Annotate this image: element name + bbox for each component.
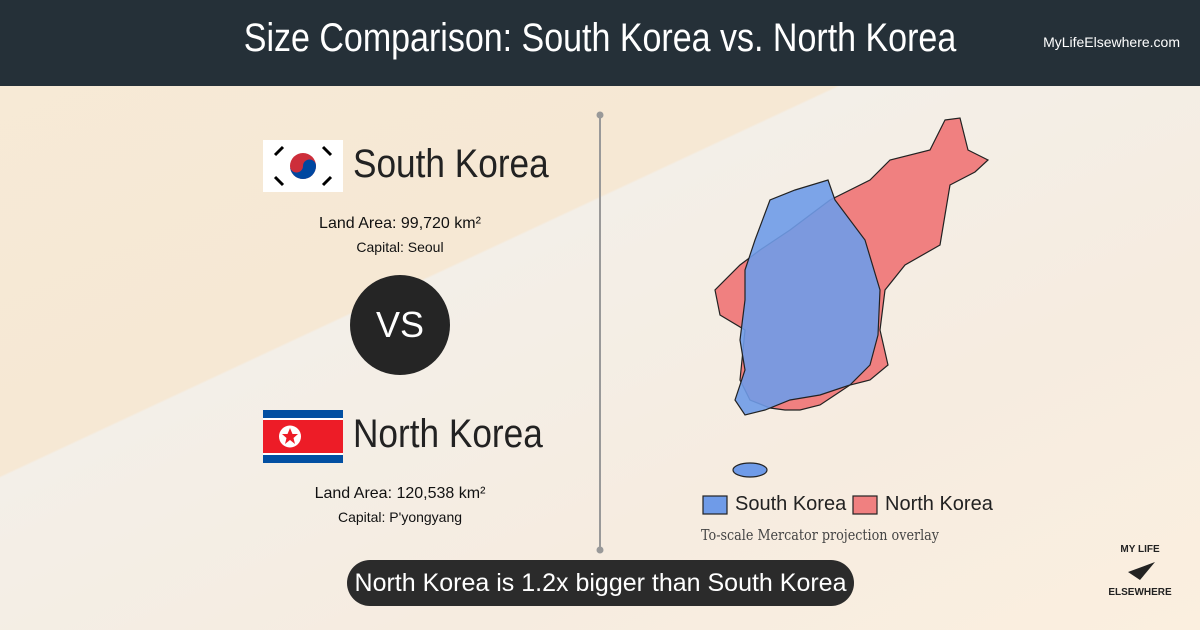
land-area: Land Area: 120,538 km²	[314, 485, 486, 502]
north-korea-flag	[263, 410, 343, 463]
jeju-island	[732, 462, 768, 478]
site-link[interactable]: MyLifeElsewhere.com	[1043, 34, 1180, 50]
country-name: North Korea	[353, 412, 543, 456]
summary-pill: North Korea is 1.2x bigger than South Ko…	[347, 560, 854, 606]
capital: Capital: P'yongyang	[337, 509, 463, 525]
legend-label: South Korea	[735, 493, 847, 515]
legend-swatch	[702, 495, 728, 515]
logo: MY LIFE ELSEWHERE	[1108, 544, 1172, 598]
page-title: Size Comparison: South Korea vs. North K…	[243, 16, 957, 60]
divider-cap	[596, 546, 604, 554]
capital: Capital: Seoul	[356, 239, 444, 255]
header-bar	[0, 0, 1200, 86]
legend-swatch	[852, 495, 878, 515]
logo-text: MY LIFE	[1120, 544, 1160, 555]
south-korea-shape	[734, 179, 881, 416]
vs-badge: VS	[350, 275, 450, 375]
logo-text: ELSEWHERE	[1108, 587, 1172, 598]
south-korea-flag	[263, 140, 343, 192]
map	[702, 117, 990, 515]
divider-cap	[596, 111, 604, 119]
map-note: To-scale Mercator projection overlay	[701, 526, 939, 544]
legend-label: North Korea	[885, 493, 993, 515]
country-name: South Korea	[353, 142, 549, 186]
land-area: Land Area: 99,720 km²	[319, 215, 481, 232]
